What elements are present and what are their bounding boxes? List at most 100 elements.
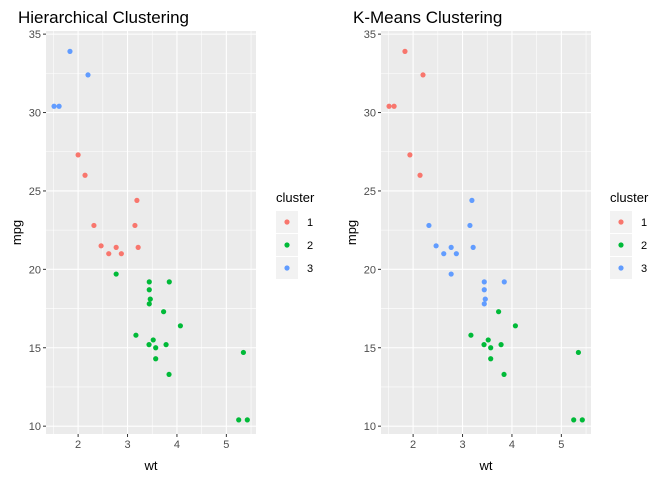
legend-title: cluster bbox=[276, 190, 315, 205]
data-point-cluster-3 bbox=[467, 222, 473, 229]
y-tick-label: 25 bbox=[29, 186, 41, 198]
data-point-cluster-1 bbox=[82, 172, 88, 178]
data-point-cluster-2 bbox=[240, 349, 246, 356]
plot-background bbox=[381, 31, 591, 434]
y-tick-label: 35 bbox=[29, 29, 41, 41]
x-axis-title: wt bbox=[479, 458, 493, 473]
legend-marker-cluster-2 bbox=[284, 242, 290, 248]
data-point-cluster-2 bbox=[166, 371, 172, 378]
legend-label: 1 bbox=[641, 217, 647, 229]
x-tick-label: 2 bbox=[410, 439, 416, 451]
data-point-cluster-3 bbox=[441, 251, 447, 257]
y-tick-label: 35 bbox=[364, 29, 376, 41]
data-point-cluster-1 bbox=[106, 251, 112, 257]
data-point-cluster-2 bbox=[575, 349, 582, 356]
data-point-cluster-2 bbox=[512, 323, 519, 329]
chart-title: Hierarchical Clustering bbox=[18, 8, 189, 27]
x-tick-label: 4 bbox=[509, 439, 515, 451]
data-point-cluster-2 bbox=[236, 417, 242, 423]
data-point-cluster-1 bbox=[407, 152, 413, 158]
data-point-cluster-2 bbox=[579, 417, 585, 423]
data-point-cluster-1 bbox=[417, 172, 423, 178]
data-point-cluster-2 bbox=[113, 271, 119, 277]
data-point-cluster-3 bbox=[448, 271, 454, 277]
legend-marker-cluster-2 bbox=[618, 242, 624, 248]
data-point-cluster-3 bbox=[469, 197, 475, 203]
y-tick-label: 15 bbox=[29, 343, 41, 355]
data-point-cluster-2 bbox=[488, 356, 494, 362]
data-point-cluster-2 bbox=[166, 279, 172, 285]
data-point-cluster-2 bbox=[153, 345, 159, 351]
data-point-cluster-2 bbox=[488, 345, 494, 351]
chart-title: K-Means Clustering bbox=[353, 8, 502, 27]
data-point-cluster-1 bbox=[75, 152, 81, 158]
data-point-cluster-2 bbox=[498, 342, 504, 348]
data-point-cluster-3 bbox=[51, 103, 57, 109]
data-point-cluster-2 bbox=[163, 342, 169, 348]
data-point-cluster-2 bbox=[481, 342, 487, 348]
data-point-cluster-1 bbox=[113, 244, 119, 250]
y-tick-label: 25 bbox=[364, 186, 376, 198]
data-point-cluster-1 bbox=[135, 244, 141, 250]
data-point-cluster-3 bbox=[56, 103, 62, 109]
legend-label: 3 bbox=[641, 263, 647, 275]
data-point-cluster-1 bbox=[118, 251, 124, 257]
data-point-cluster-3 bbox=[481, 301, 487, 307]
legend-label: 1 bbox=[307, 217, 313, 229]
data-point-cluster-3 bbox=[481, 279, 487, 285]
data-point-cluster-3 bbox=[85, 72, 91, 78]
data-point-cluster-3 bbox=[448, 244, 454, 250]
data-point-cluster-1 bbox=[391, 103, 397, 109]
legend-marker-cluster-3 bbox=[284, 265, 290, 271]
data-point-cluster-2 bbox=[496, 309, 502, 315]
data-point-cluster-3 bbox=[453, 251, 459, 257]
data-point-cluster-2 bbox=[468, 332, 474, 338]
y-tick-label: 10 bbox=[29, 421, 41, 433]
data-point-cluster-2 bbox=[146, 301, 152, 307]
chart-panel-1: 2 3 4 5 10 15 20 25 30 35 Hierarchical Clustering w… bbox=[9, 8, 315, 473]
data-point-cluster-3 bbox=[470, 244, 476, 250]
data-point-cluster-3 bbox=[426, 222, 432, 229]
data-point-cluster-1 bbox=[91, 222, 97, 229]
data-point-cluster-2 bbox=[146, 342, 152, 348]
data-point-cluster-2 bbox=[146, 287, 152, 293]
data-point-cluster-2 bbox=[146, 279, 152, 285]
legend-marker-cluster-1 bbox=[618, 219, 624, 225]
x-tick-label: 5 bbox=[558, 439, 564, 451]
data-point-cluster-1 bbox=[420, 72, 426, 78]
x-tick-label: 3 bbox=[124, 439, 130, 451]
data-point-cluster-3 bbox=[67, 48, 73, 54]
data-point-cluster-3 bbox=[482, 296, 488, 302]
y-axis-title: mpg bbox=[344, 220, 359, 245]
data-point-cluster-2 bbox=[244, 417, 250, 423]
legend-label: 3 bbox=[307, 263, 313, 275]
y-tick-label: 20 bbox=[364, 264, 376, 276]
data-point-cluster-1 bbox=[386, 103, 392, 109]
y-tick-label: 15 bbox=[364, 343, 376, 355]
legend-label: 2 bbox=[641, 240, 647, 252]
data-point-cluster-2 bbox=[485, 337, 491, 343]
x-tick-label: 2 bbox=[75, 439, 81, 451]
data-point-cluster-2 bbox=[571, 417, 577, 423]
data-point-cluster-1 bbox=[402, 48, 408, 54]
legend-label: 2 bbox=[307, 240, 313, 252]
data-point-cluster-2 bbox=[153, 356, 159, 362]
chart-panel-2: 2 3 4 5 10 15 20 25 30 35 K-Means Clustering wt mpg c… bbox=[344, 8, 649, 473]
data-point-cluster-1 bbox=[132, 222, 138, 229]
y-tick-label: 30 bbox=[29, 108, 41, 120]
x-tick-label: 5 bbox=[223, 439, 229, 451]
data-point-cluster-3 bbox=[501, 279, 507, 285]
y-tick-label: 30 bbox=[364, 108, 376, 120]
y-tick-label: 10 bbox=[364, 421, 376, 433]
legend-marker-cluster-1 bbox=[284, 219, 290, 225]
data-point-cluster-2 bbox=[161, 309, 167, 315]
data-point-cluster-2 bbox=[501, 371, 507, 378]
data-point-cluster-2 bbox=[147, 296, 153, 302]
x-axis-title: wt bbox=[144, 458, 158, 473]
x-tick-label: 3 bbox=[459, 439, 465, 451]
y-tick-label: 20 bbox=[29, 264, 41, 276]
data-point-cluster-1 bbox=[98, 243, 104, 249]
data-point-cluster-2 bbox=[150, 337, 156, 343]
x-tick-label: 4 bbox=[174, 439, 180, 451]
